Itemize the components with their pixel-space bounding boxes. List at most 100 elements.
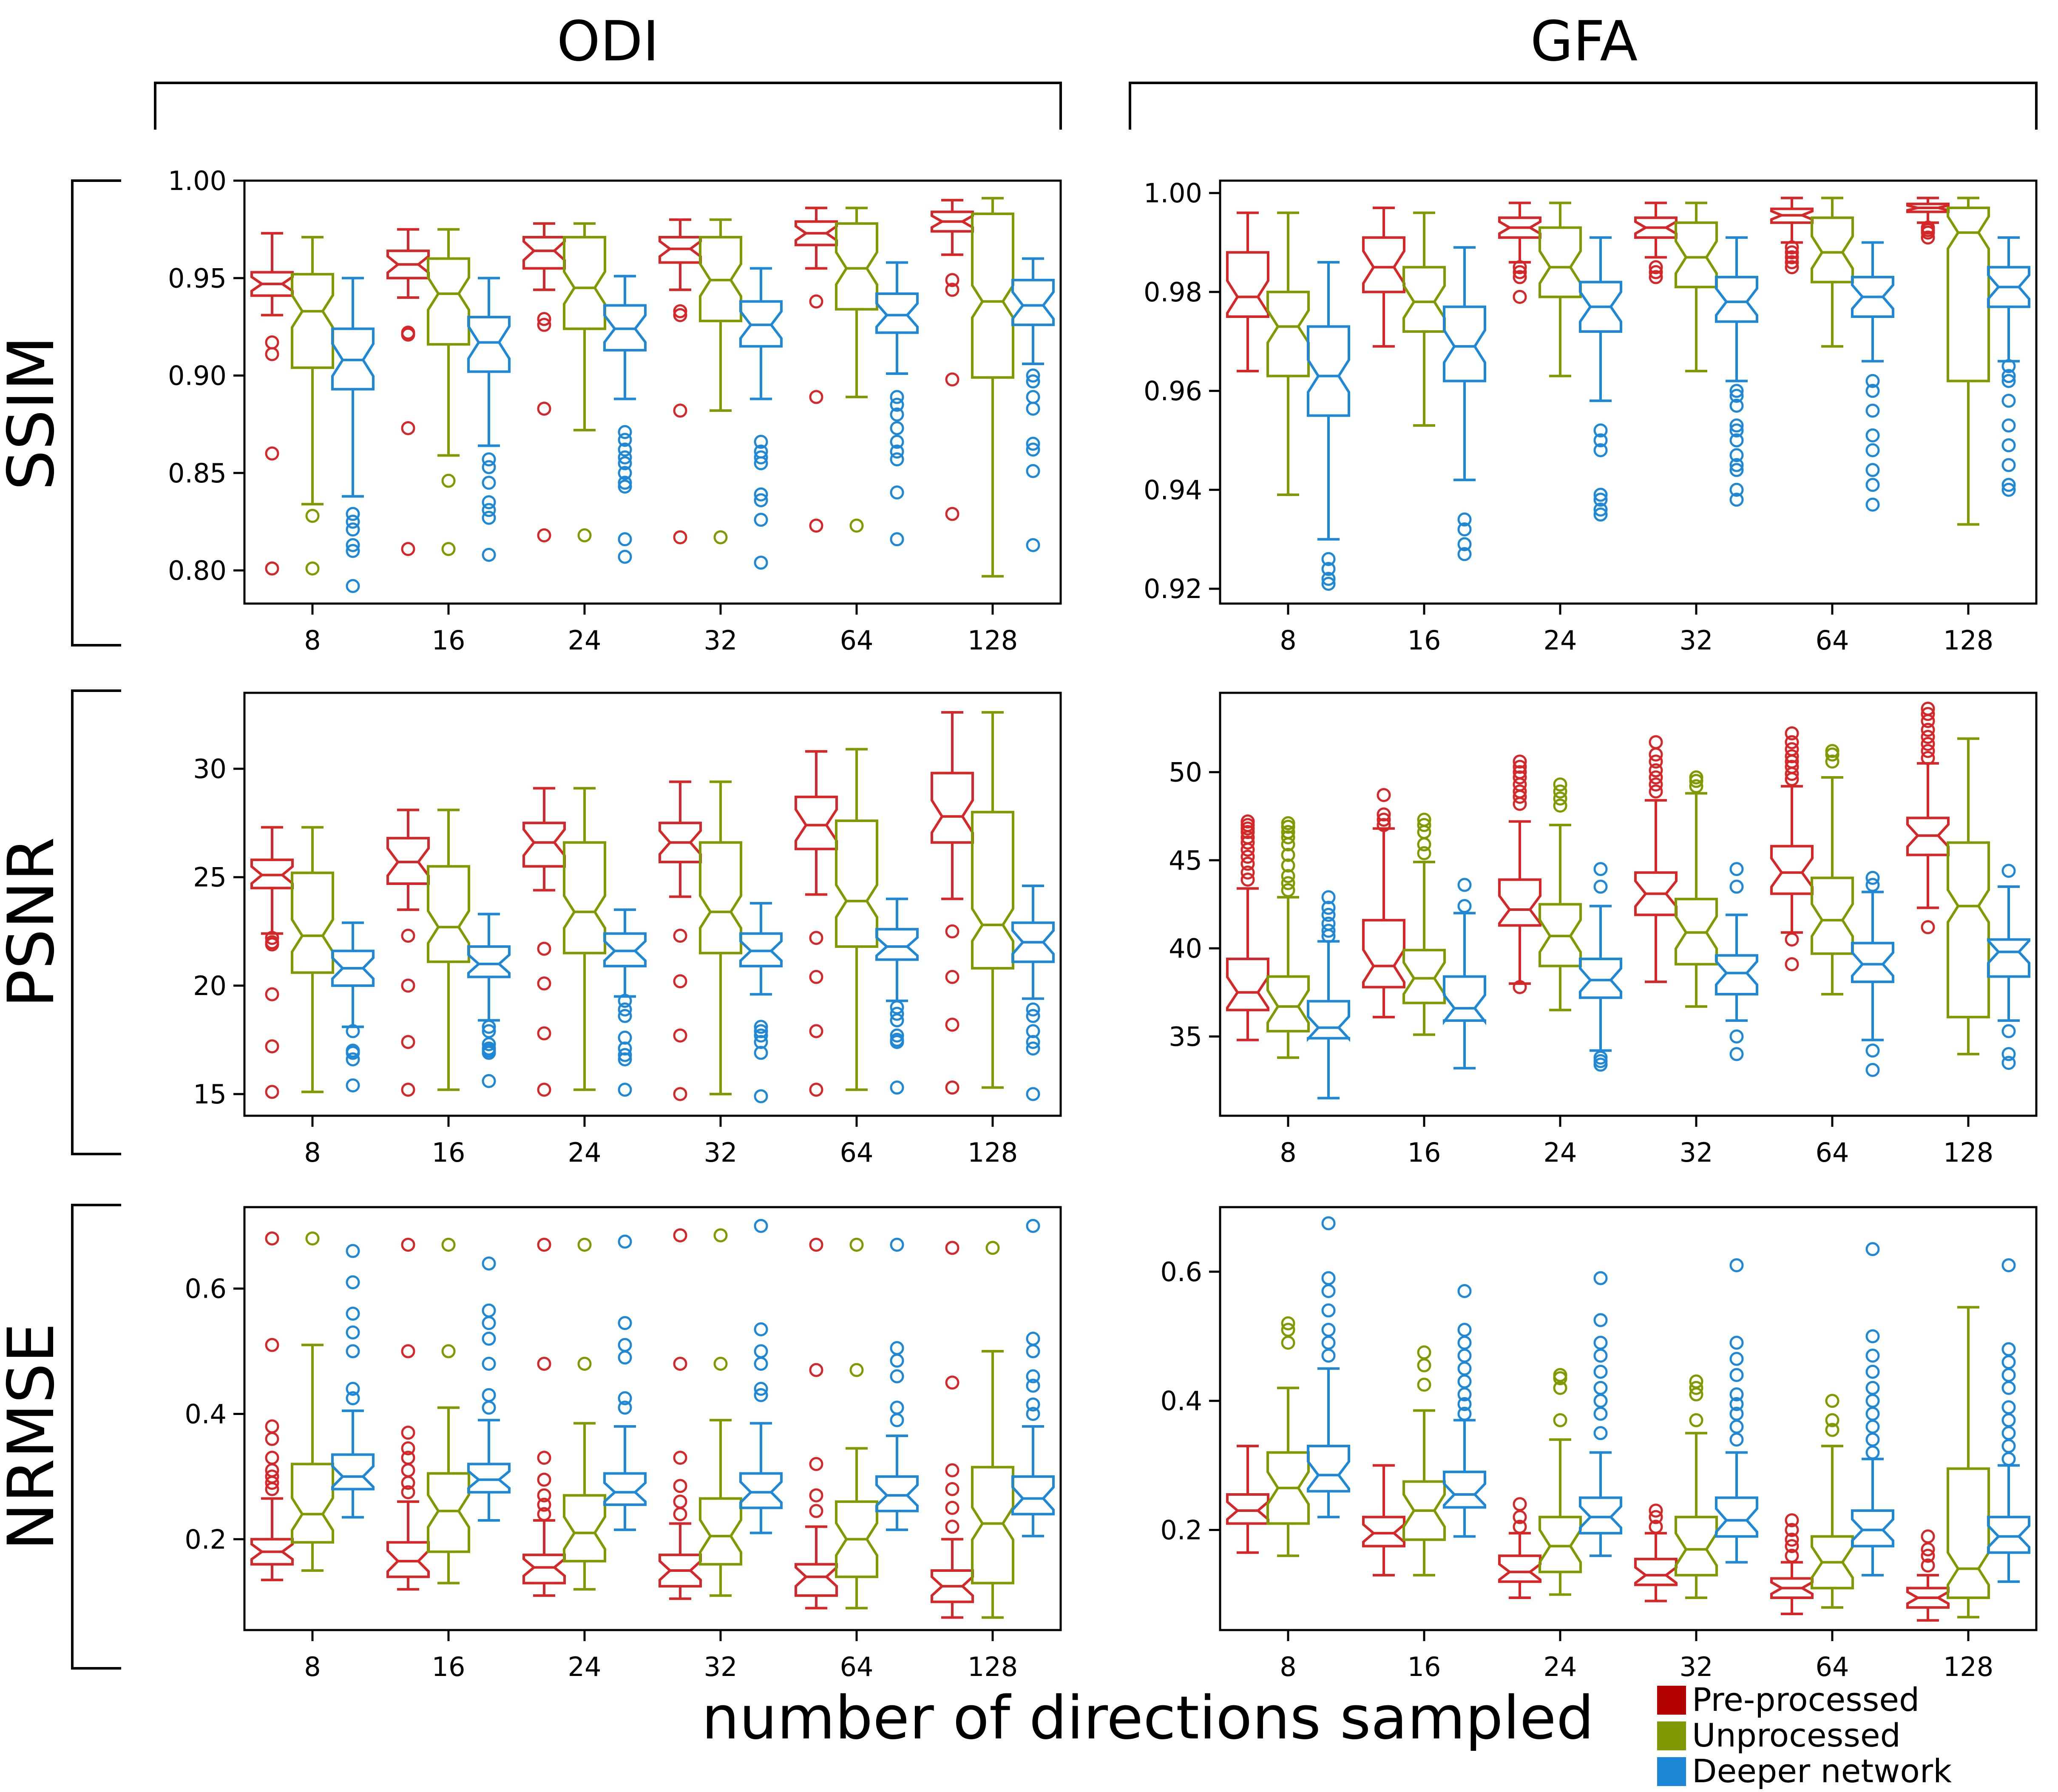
outlier-unprocessed	[441, 1237, 456, 1252]
y-tick-label: 0.6	[1160, 1256, 1202, 1287]
outlier-deeper-network	[482, 1046, 496, 1060]
box-unprocessed	[1539, 226, 1582, 298]
outlier-deeper-network	[482, 452, 496, 467]
outlier-unprocessed	[1825, 1423, 1839, 1437]
outlier-pre-processed	[673, 1494, 687, 1509]
box-pre-processed	[795, 1563, 838, 1597]
outlier-pre-processed	[265, 347, 279, 361]
outlier-unprocessed	[1825, 744, 1839, 758]
box-unprocessed	[291, 1463, 334, 1544]
outlier-deeper-network	[346, 507, 360, 521]
outlier-deeper-network	[482, 1401, 496, 1415]
outlier-pre-processed	[1513, 784, 1527, 799]
outlier-deeper-network	[1457, 1284, 1472, 1298]
y-tick-label: 35	[1169, 1021, 1202, 1052]
outlier-unprocessed	[1553, 784, 1567, 799]
x-tick-label: 24	[568, 1651, 602, 1682]
outlier-deeper-network	[1321, 1323, 1336, 1337]
outlier-deeper-network	[1865, 478, 1880, 492]
outlier-deeper-network	[1026, 464, 1040, 478]
box-unprocessed	[291, 273, 334, 369]
box-deeper-network	[1011, 278, 1055, 326]
outlier-deeper-network	[754, 456, 768, 471]
y-tick-label: 1.00	[1144, 178, 1202, 209]
x-tick-label: 24	[568, 625, 602, 656]
outlier-pre-processed	[1377, 818, 1391, 832]
outlier-deeper-network	[754, 487, 768, 502]
outlier-pre-processed	[1785, 749, 1799, 763]
outlier-pre-processed	[809, 390, 823, 404]
outlier-deeper-network	[2001, 1439, 2016, 1453]
x-tick-label: 128	[1943, 1137, 1993, 1168]
y-tick-label: 45	[1169, 845, 1202, 876]
box-unprocessed	[1675, 1516, 1718, 1577]
x-tick-label: 24	[1544, 625, 1577, 656]
outlier-unprocessed	[1281, 830, 1295, 845]
outlier-pre-processed	[673, 308, 687, 322]
box-pre-processed	[522, 822, 566, 868]
box-deeper-network	[1307, 1000, 1350, 1042]
box-deeper-network	[331, 950, 375, 987]
outlier-pre-processed	[1921, 737, 1935, 751]
y-tick-label: 30	[193, 754, 227, 785]
outlier-deeper-network	[1865, 878, 1880, 892]
box-deeper-network	[1307, 1445, 1350, 1493]
outlier-deeper-network	[1457, 537, 1472, 551]
outlier-deeper-network	[482, 1316, 496, 1330]
outlier-deeper-network	[2001, 1452, 2016, 1466]
outlier-deeper-network	[482, 510, 496, 525]
box-unprocessed	[1266, 975, 1310, 1032]
outlier-unprocessed	[1417, 818, 1431, 832]
outlier-pre-processed	[1377, 813, 1391, 827]
outlier-pre-processed	[673, 974, 687, 989]
outlier-pre-processed	[809, 1363, 823, 1377]
outlier-deeper-network	[618, 1391, 632, 1406]
x-tick-label: 16	[1408, 1137, 1441, 1168]
outlier-deeper-network	[1729, 1258, 1744, 1273]
panel-gfa-nrmse: 0.2 0.4 0.6 8 16 24 32 64 128	[1160, 1206, 2038, 1682]
outlier-deeper-network	[2001, 359, 2016, 373]
outlier-deeper-network	[1729, 388, 1744, 403]
box-deeper-network	[1851, 1509, 1894, 1548]
outlier-deeper-network	[1593, 433, 1608, 448]
outlier-pre-processed	[809, 1457, 823, 1471]
outlier-deeper-network	[890, 1035, 904, 1049]
outlier-pre-processed	[401, 1344, 415, 1358]
plot-frame	[243, 1206, 1062, 1631]
box-unprocessed	[835, 222, 878, 311]
outlier-deeper-network	[618, 550, 632, 564]
box-unprocessed	[427, 865, 470, 963]
outlier-deeper-network	[1729, 458, 1744, 472]
outlier-deeper-network	[346, 1078, 360, 1093]
legend-swatch-pre-processed	[1657, 1686, 1686, 1715]
outlier-pre-processed	[1785, 1532, 1799, 1547]
outlier-deeper-network	[346, 1344, 360, 1358]
outlier-deeper-network	[618, 433, 632, 447]
outlier-deeper-network	[1593, 1394, 1608, 1408]
outlier-pre-processed	[1240, 814, 1255, 829]
outlier-pre-processed	[673, 1507, 687, 1521]
outlier-deeper-network	[1593, 1426, 1608, 1440]
outlier-pre-processed	[945, 1520, 959, 1534]
x-tick-label: 16	[432, 625, 466, 656]
row-bracket-psnr	[71, 689, 121, 1155]
box-deeper-network	[1579, 281, 1622, 333]
outlier-deeper-network	[890, 421, 904, 435]
y-tick-label: 0.98	[1144, 277, 1202, 308]
outlier-deeper-network	[890, 485, 904, 500]
outlier-pre-processed	[537, 1357, 551, 1371]
outlier-deeper-network	[1865, 1364, 1880, 1379]
box-unprocessed	[427, 257, 470, 346]
y-tick-label: 0.95	[168, 263, 227, 294]
y-tick-label: 0.6	[185, 1273, 227, 1304]
outlier-deeper-network	[2001, 1400, 2016, 1415]
box-unprocessed	[1811, 216, 1854, 284]
outlier-deeper-network	[2001, 1381, 2016, 1395]
outlier-deeper-network	[346, 538, 360, 552]
x-tick-label: 128	[968, 1137, 1018, 1168]
outlier-deeper-network	[1593, 488, 1608, 502]
box-deeper-network	[1011, 1475, 1055, 1516]
outlier-deeper-network	[1321, 1216, 1336, 1231]
outlier-deeper-network	[1865, 870, 1880, 885]
outlier-deeper-network	[1026, 437, 1040, 451]
